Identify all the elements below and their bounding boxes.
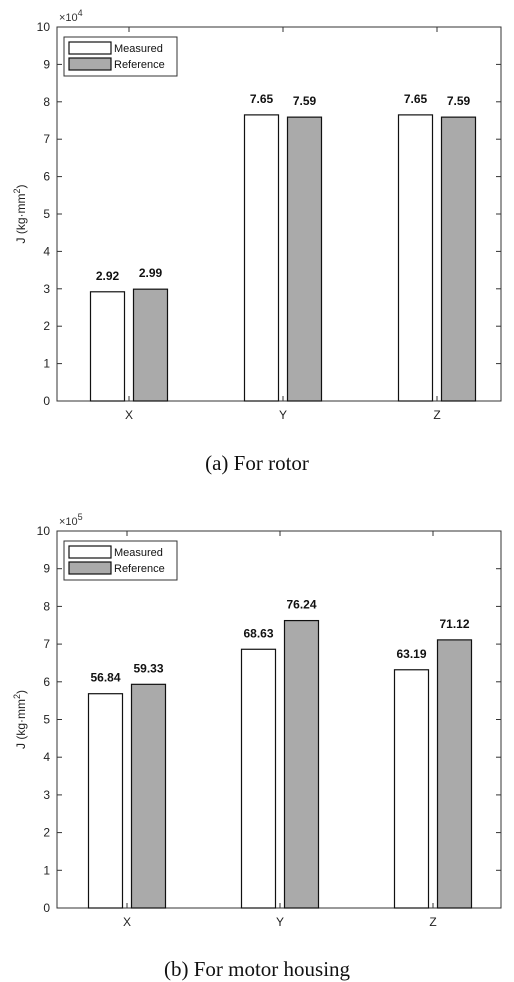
y-tick-label: 9 — [43, 57, 50, 71]
bar-reference-y — [286, 116, 323, 402]
x-tick-label-z: Z — [433, 408, 440, 422]
data-label-measured-y: 7.65 — [250, 92, 274, 106]
x-tick-label-y: Y — [279, 408, 287, 422]
y-exponent-base: ×10 — [59, 516, 78, 528]
y-exponent-label: ×104 — [59, 8, 83, 24]
plot-area-frame — [56, 530, 502, 909]
data-label-measured-z: 7.65 — [404, 92, 428, 106]
y-tick-label: 1 — [43, 863, 50, 877]
y-tick-label: 10 — [37, 20, 51, 34]
bar-reference-x — [130, 683, 167, 909]
x-tick-label-x: X — [123, 915, 131, 929]
x-tick-label-y: Y — [276, 915, 284, 929]
y-tick-label: 4 — [43, 750, 50, 764]
figure-caption: (b) For motor housing — [164, 957, 351, 981]
bar-measured-y — [240, 648, 277, 909]
y-axis-label-close: ) — [14, 184, 28, 188]
legend-label-measured: Measured — [114, 43, 163, 55]
y-tick-label: 0 — [43, 394, 50, 408]
legend-label-measured: Measured — [114, 547, 163, 559]
y-axis-label: J (kg·mm2) — [12, 690, 28, 749]
y-axis-label-main: J (kg·mm — [14, 194, 28, 244]
data-label-measured-x: 2.92 — [96, 269, 120, 283]
figure-caption: (a) For rotor — [205, 451, 309, 475]
data-label-reference-y: 7.59 — [293, 94, 317, 108]
y-axis-label-superscript: 2 — [12, 188, 22, 193]
y-exponent-power: 5 — [78, 512, 83, 522]
y-tick-label: 7 — [43, 637, 50, 651]
y-tick-label: 10 — [37, 524, 51, 538]
data-label-reference-z: 71.12 — [439, 617, 469, 631]
y-tick-label: 4 — [43, 244, 50, 258]
legend-swatch-measured — [68, 545, 112, 559]
y-tick-label: 6 — [43, 675, 50, 689]
y-tick-label: 5 — [43, 713, 50, 727]
y-exponent-base: ×10 — [59, 12, 78, 24]
x-tick-label-x: X — [125, 408, 133, 422]
legend-label-reference: Reference — [114, 59, 165, 71]
legend-swatch-measured — [68, 41, 112, 55]
y-exponent-power: 4 — [78, 8, 83, 18]
bar-measured-y — [243, 114, 280, 402]
data-label-reference-y: 76.24 — [286, 598, 316, 612]
data-label-measured-x: 56.84 — [90, 671, 120, 685]
y-tick-label: 2 — [43, 319, 50, 333]
bar-measured-z — [397, 114, 434, 402]
y-tick-label: 9 — [43, 562, 50, 576]
y-axis-label-superscript: 2 — [12, 694, 22, 699]
y-tick-label: 3 — [43, 282, 50, 296]
y-tick-label: 2 — [43, 826, 50, 840]
y-tick-label: 1 — [43, 357, 50, 371]
y-tick-label: 7 — [43, 132, 50, 146]
y-tick-label: 5 — [43, 207, 50, 221]
x-tick-label-z: Z — [429, 915, 436, 929]
y-tick-label: 8 — [43, 599, 50, 613]
y-tick-label: 6 — [43, 170, 50, 184]
y-exponent-label: ×105 — [59, 512, 83, 528]
y-tick-label: 3 — [43, 788, 50, 802]
data-label-measured-y: 68.63 — [243, 626, 273, 640]
y-axis-label: J (kg·mm2) — [12, 184, 28, 243]
data-label-reference-x: 59.33 — [133, 661, 163, 675]
data-label-measured-z: 63.19 — [396, 647, 426, 661]
bar-measured-x — [87, 693, 124, 909]
data-label-reference-x: 2.99 — [139, 266, 163, 280]
bar-reference-x — [132, 288, 169, 402]
y-tick-label: 8 — [43, 95, 50, 109]
data-label-reference-z: 7.59 — [447, 94, 471, 108]
bar-measured-z — [393, 669, 430, 909]
legend-label-reference: Reference — [114, 563, 165, 575]
bar-reference-z — [440, 116, 477, 402]
y-tick-label: 0 — [43, 901, 50, 915]
legend-swatch-reference — [68, 57, 112, 71]
legend-swatch-reference — [68, 561, 112, 575]
bar-measured-x — [89, 291, 126, 402]
y-axis-label-close: ) — [14, 690, 28, 694]
bar-reference-z — [436, 639, 473, 909]
bar-reference-y — [283, 619, 320, 909]
y-axis-label-main: J (kg·mm — [14, 699, 28, 749]
